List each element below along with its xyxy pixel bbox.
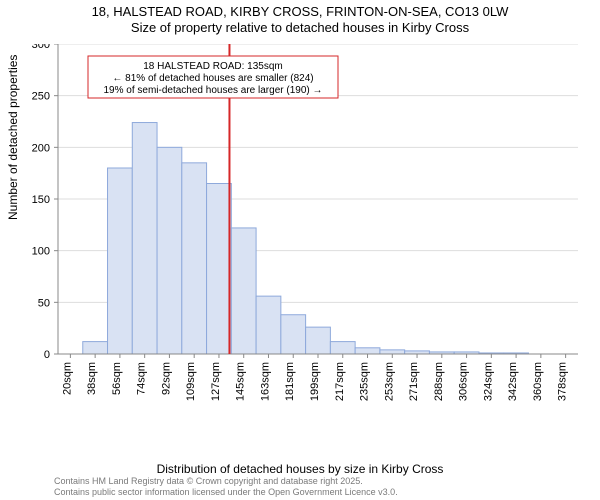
x-tick-label: 253sqm: [383, 362, 395, 401]
footer-line-1: Contains HM Land Registry data © Crown c…: [54, 476, 398, 487]
x-tick-label: 378sqm: [557, 362, 569, 401]
footer-line-2: Contains public sector information licen…: [54, 487, 398, 498]
y-tick-label: 200: [32, 142, 50, 154]
y-tick-label: 0: [44, 349, 50, 361]
x-tick-label: 145sqm: [235, 362, 247, 401]
histogram-bar: [355, 348, 380, 354]
histogram-bar: [132, 123, 157, 354]
x-tick-label: 288sqm: [433, 362, 445, 401]
y-tick-label: 150: [32, 194, 50, 206]
histogram-bar: [231, 228, 256, 354]
y-tick-label: 50: [38, 297, 50, 309]
y-tick-label: 100: [32, 246, 50, 258]
footer-attribution: Contains HM Land Registry data © Crown c…: [54, 476, 398, 498]
x-tick-label: 217sqm: [334, 362, 346, 401]
x-tick-label: 38sqm: [86, 362, 98, 395]
histogram-bar: [207, 184, 232, 355]
x-tick-label: 92sqm: [160, 362, 172, 395]
histogram-bar: [182, 163, 207, 354]
x-tick-label: 271sqm: [408, 362, 420, 401]
annotation-line-2: ← 81% of detached houses are smaller (82…: [112, 73, 313, 84]
x-tick-label: 342sqm: [507, 362, 519, 401]
title-line-1: 18, HALSTEAD ROAD, KIRBY CROSS, FRINTON-…: [0, 4, 600, 20]
x-tick-label: 109sqm: [185, 362, 197, 401]
x-tick-label: 74sqm: [136, 362, 148, 395]
x-tick-label: 199sqm: [309, 362, 321, 401]
y-tick-label: 300: [32, 44, 50, 51]
x-tick-label: 235sqm: [359, 362, 371, 401]
x-tick-label: 163sqm: [259, 362, 271, 401]
x-tick-label: 306sqm: [458, 362, 470, 401]
histogram-bar: [306, 327, 331, 354]
annotation-line-1: 18 HALSTEAD ROAD: 135sqm: [143, 61, 283, 72]
histogram-bar: [108, 168, 133, 354]
histogram-bar: [83, 342, 108, 354]
x-axis-label: Distribution of detached houses by size …: [0, 462, 600, 476]
y-tick-label: 250: [32, 91, 50, 103]
histogram-bar: [157, 147, 182, 354]
histogram-bar: [330, 342, 355, 354]
chart-title-block: 18, HALSTEAD ROAD, KIRBY CROSS, FRINTON-…: [0, 0, 600, 37]
x-tick-label: 127sqm: [210, 362, 222, 401]
histogram-bar: [380, 350, 405, 354]
annotation-line-3: 19% of semi-detached houses are larger (…: [103, 85, 322, 96]
x-tick-label: 20sqm: [61, 362, 73, 395]
chart-svg: 0 50 100 150 200 250 300 20sqm 38sqm 56sqm 74sqm 92…: [18, 44, 578, 404]
x-tick-label: 56sqm: [111, 362, 123, 395]
title-line-2: Size of property relative to detached ho…: [0, 20, 600, 36]
histogram-bar: [281, 315, 306, 354]
chart-area: 05010015020025030020sqm38sqm56sqm74sqm92…: [58, 44, 578, 404]
x-tick-label: 181sqm: [284, 362, 296, 401]
x-tick-label: 324sqm: [482, 362, 494, 401]
histogram-bar: [256, 296, 281, 354]
x-tick-label: 360sqm: [532, 362, 544, 401]
